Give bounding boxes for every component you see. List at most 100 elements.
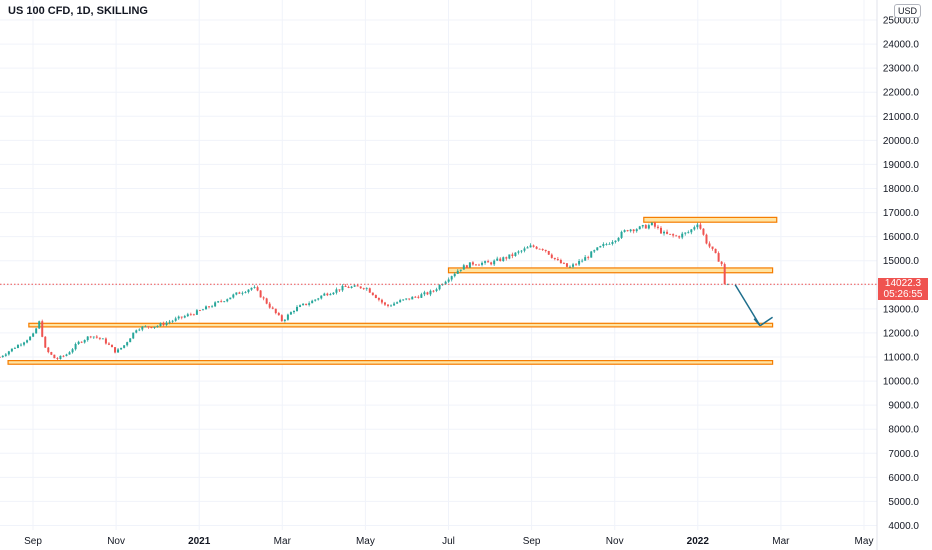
candle-body [110, 344, 113, 348]
y-tick-label: 25000.0 [883, 16, 920, 27]
candle-body [232, 294, 235, 298]
candle-body [556, 259, 559, 261]
candle-body [672, 234, 675, 236]
candle-body [205, 306, 208, 310]
candle-body [332, 292, 335, 295]
candle-body [426, 292, 429, 295]
candle-body [101, 338, 104, 340]
x-tick-label: Sep [523, 536, 541, 547]
candle-body [235, 292, 238, 295]
candle-body [314, 299, 317, 301]
candle-body [565, 263, 568, 267]
forecast-arrow [734, 284, 774, 327]
candle-body [638, 226, 641, 230]
candle-body [402, 299, 405, 301]
candle-body [499, 258, 502, 261]
candle-body [29, 336, 32, 341]
last-price-value: 14022.3 [884, 278, 922, 290]
candle-body [320, 295, 323, 299]
candle-body [226, 299, 229, 302]
time-axis[interactable]: Sep Nov 2021 Mar May Jul Sep Nov 2022 Mar May [24, 536, 873, 547]
y-tick-label: 21000.0 [883, 112, 920, 123]
candle-body [129, 338, 132, 343]
candle-body [471, 262, 474, 265]
candle-body [329, 294, 332, 296]
last-price-tag: 14022.3 05:26:55 [878, 278, 928, 301]
candle-body [311, 300, 314, 304]
candle-body [180, 316, 183, 318]
candle-body [702, 228, 705, 235]
candle-body [296, 306, 299, 311]
candle-body [374, 295, 377, 299]
candle-body [450, 276, 453, 280]
candle-body [4, 354, 7, 356]
candle-body [614, 240, 617, 243]
y-tick-label: 19000.0 [883, 160, 920, 171]
candle-body [344, 285, 347, 287]
price-axis[interactable]: 4000.0 5000.0 6000.0 7000.0 8000.0 9000.0 1000… [883, 16, 920, 533]
candle-body [490, 262, 493, 265]
candle-body [13, 347, 16, 349]
horizontal-zones [7, 216, 778, 365]
candle-body [547, 250, 550, 255]
chart-title: US 100 CFD, 1D, SKILLING [8, 5, 148, 17]
candle-body [7, 351, 10, 355]
candle-body [156, 325, 159, 327]
candle-body [150, 327, 153, 329]
candle-body [211, 306, 214, 308]
candle-body [444, 281, 447, 285]
candle-body [544, 249, 547, 251]
zone-top-resistance [643, 216, 778, 223]
candle-body [593, 250, 596, 252]
candle-body [414, 296, 417, 298]
candle-body [371, 292, 374, 296]
candle-body [62, 355, 65, 357]
y-tick-label: 5000.0 [888, 497, 919, 508]
candle-body [720, 261, 723, 265]
candle-body [35, 328, 38, 334]
y-tick-label: 15000.0 [883, 256, 920, 267]
candle-body [80, 341, 83, 343]
y-tick-label: 12000.0 [883, 328, 920, 339]
candle-body [711, 246, 714, 249]
candle-body [68, 352, 71, 355]
y-tick-label: 8000.0 [888, 425, 919, 436]
candle-body [74, 344, 77, 350]
candle-body [717, 253, 720, 262]
candle-body [201, 309, 204, 311]
candle-body [568, 266, 571, 268]
candle-body [383, 302, 386, 305]
candle-body [599, 246, 602, 248]
candle-body [441, 284, 444, 286]
candle-body [417, 296, 420, 298]
candle-body [253, 287, 256, 288]
candle-body [675, 235, 678, 237]
y-tick-label: 6000.0 [888, 473, 919, 484]
candle-body [390, 305, 393, 307]
candle-body [183, 316, 186, 318]
y-tick-label: 13000.0 [883, 304, 920, 315]
currency-button[interactable]: USD [894, 4, 922, 18]
arrow-shaft [734, 284, 761, 327]
candle-body [684, 232, 687, 234]
candle-body [56, 358, 59, 359]
candle-body [132, 332, 135, 339]
candle-body [362, 288, 365, 290]
candle-body [641, 225, 644, 227]
candle-body [1, 355, 4, 358]
candle-body [195, 310, 198, 315]
candle-body [0, 357, 1, 358]
candle-body [38, 321, 41, 329]
candle-body [626, 230, 629, 232]
x-tick-label: 2021 [188, 536, 211, 547]
candle-body [271, 307, 274, 309]
x-tick-label: May [356, 536, 375, 547]
candle-body [393, 303, 396, 306]
candle-body [368, 288, 371, 293]
candle-body [653, 222, 656, 227]
candle-body [238, 292, 241, 294]
candle-body [83, 340, 86, 343]
candle-body [429, 290, 432, 295]
candle-body [259, 290, 262, 298]
